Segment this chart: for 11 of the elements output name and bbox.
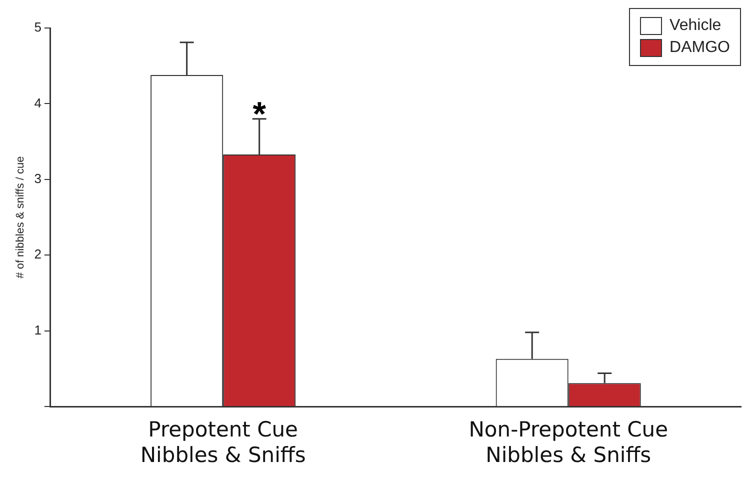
y-tick-label: 4 <box>34 95 42 110</box>
x-tick-label: Non-Prepotent Cue Nibbles & Sniffs <box>468 418 668 467</box>
y-tick-label: 1 <box>34 322 42 338</box>
y-axis-title: # of nibbles & sniffs / cue <box>14 156 27 278</box>
y-tick-label: 3 <box>34 171 42 186</box>
legend-label: DAMGO <box>670 39 730 57</box>
annotation: * <box>252 95 267 134</box>
text: Vehicle <box>670 17 722 35</box>
y-tick-label: 5 <box>34 20 42 35</box>
x-tick-label: Prepotent Cue Nibbles & Sniffs <box>140 418 306 467</box>
y-tick-label: 2 <box>34 246 42 262</box>
